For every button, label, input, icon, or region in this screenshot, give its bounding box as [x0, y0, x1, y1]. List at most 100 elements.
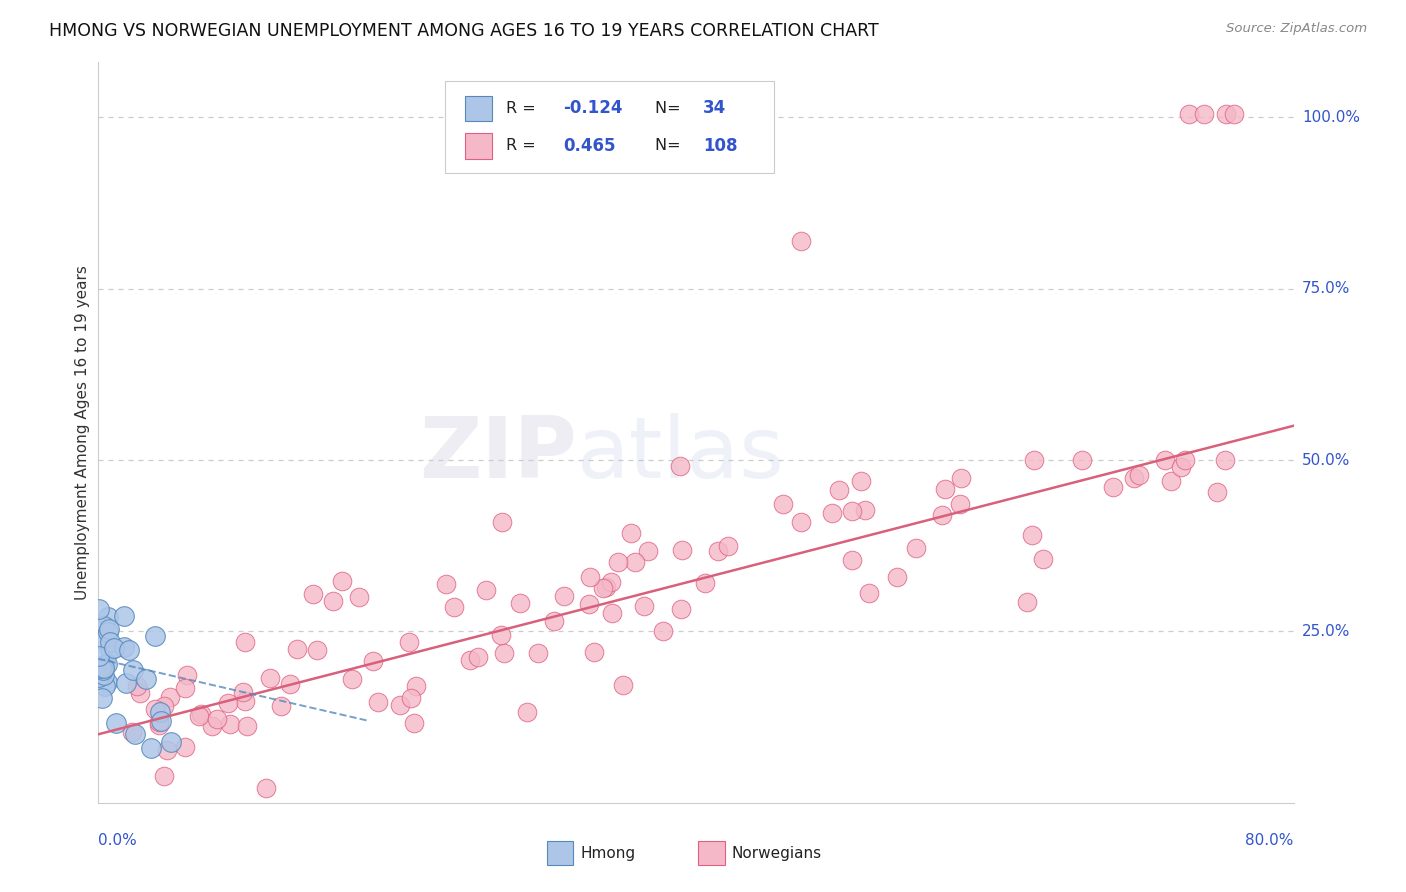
Text: Source: ZipAtlas.com: Source: ZipAtlas.com	[1226, 22, 1367, 36]
Text: HMONG VS NORWEGIAN UNEMPLOYMENT AMONG AGES 16 TO 19 YEARS CORRELATION CHART: HMONG VS NORWEGIAN UNEMPLOYMENT AMONG AG…	[49, 22, 879, 40]
Point	[707, 544, 730, 558]
Point	[1205, 485, 1227, 500]
Point	[127, 679, 149, 693]
Point	[278, 677, 301, 691]
Point	[652, 624, 675, 638]
Point	[695, 576, 717, 591]
Point	[105, 715, 128, 730]
Text: 75.0%: 75.0%	[1302, 281, 1350, 296]
Point	[789, 515, 811, 529]
Point	[219, 717, 242, 731]
Text: N=: N=	[655, 138, 692, 153]
Point	[217, 696, 239, 710]
Point	[1154, 453, 1177, 467]
Point	[347, 590, 370, 604]
Point	[637, 544, 659, 558]
Point	[1022, 453, 1045, 467]
Text: atlas: atlas	[576, 413, 785, 496]
Point	[849, 475, 872, 489]
Point	[173, 681, 195, 695]
Point	[509, 596, 531, 610]
Point	[578, 597, 600, 611]
Point	[633, 599, 655, 614]
Point	[150, 714, 173, 728]
Point	[1178, 107, 1201, 121]
Point	[1032, 552, 1054, 566]
Point	[905, 541, 928, 556]
Bar	[547, 841, 572, 865]
Point	[1192, 107, 1215, 121]
Point	[94, 680, 117, 694]
Point	[93, 661, 115, 675]
Point	[934, 482, 956, 496]
Point	[98, 643, 121, 657]
Point	[772, 498, 794, 512]
Point	[1170, 459, 1192, 474]
Point	[388, 698, 411, 713]
Bar	[465, 133, 492, 159]
Point	[118, 643, 141, 657]
Point	[233, 635, 256, 649]
Point	[322, 594, 344, 608]
Point	[402, 716, 425, 731]
Point	[434, 576, 457, 591]
Point	[254, 781, 277, 796]
Point	[93, 618, 115, 632]
Point	[145, 702, 167, 716]
Point	[595, 580, 617, 594]
Text: Hmong: Hmong	[581, 846, 636, 861]
Point	[623, 555, 645, 569]
Text: 25.0%: 25.0%	[1302, 624, 1350, 639]
Point	[112, 609, 135, 624]
Point	[176, 668, 198, 682]
Text: 0.465: 0.465	[564, 137, 616, 155]
Point	[669, 458, 692, 473]
Point	[1215, 107, 1237, 121]
Point	[858, 585, 880, 599]
Point	[152, 699, 174, 714]
Point	[188, 709, 211, 723]
Point	[579, 570, 602, 584]
Text: N=: N=	[655, 101, 692, 116]
Point	[174, 740, 197, 755]
Point	[143, 628, 166, 642]
Point	[841, 552, 863, 566]
Text: 50.0%: 50.0%	[1302, 452, 1350, 467]
Point	[121, 725, 143, 739]
Point	[91, 663, 114, 677]
Point	[89, 670, 111, 684]
Point	[285, 642, 308, 657]
Point	[1174, 453, 1197, 467]
Point	[153, 769, 176, 783]
Point	[103, 641, 125, 656]
Point	[443, 600, 465, 615]
Point	[90, 632, 112, 647]
Point	[669, 602, 692, 616]
Point	[1128, 467, 1150, 482]
Text: 0.0%: 0.0%	[98, 833, 138, 848]
Point	[931, 508, 953, 523]
Point	[592, 582, 614, 596]
Point	[89, 601, 111, 615]
Point	[159, 690, 181, 705]
Point	[330, 574, 353, 588]
Point	[148, 714, 170, 729]
Point	[122, 663, 145, 677]
Point	[97, 624, 120, 639]
Point	[139, 741, 162, 756]
Point	[159, 735, 181, 749]
Text: 108: 108	[703, 137, 738, 155]
Point	[398, 635, 420, 649]
Point	[1021, 527, 1043, 541]
Point	[93, 668, 115, 682]
Point	[1213, 453, 1236, 467]
Bar	[465, 95, 492, 121]
Point	[828, 483, 851, 498]
Text: Norwegians: Norwegians	[733, 846, 823, 861]
Point	[671, 542, 693, 557]
Point	[205, 712, 228, 726]
Point	[1071, 453, 1094, 467]
Point	[467, 649, 489, 664]
Point	[821, 506, 844, 520]
Point	[93, 657, 115, 672]
